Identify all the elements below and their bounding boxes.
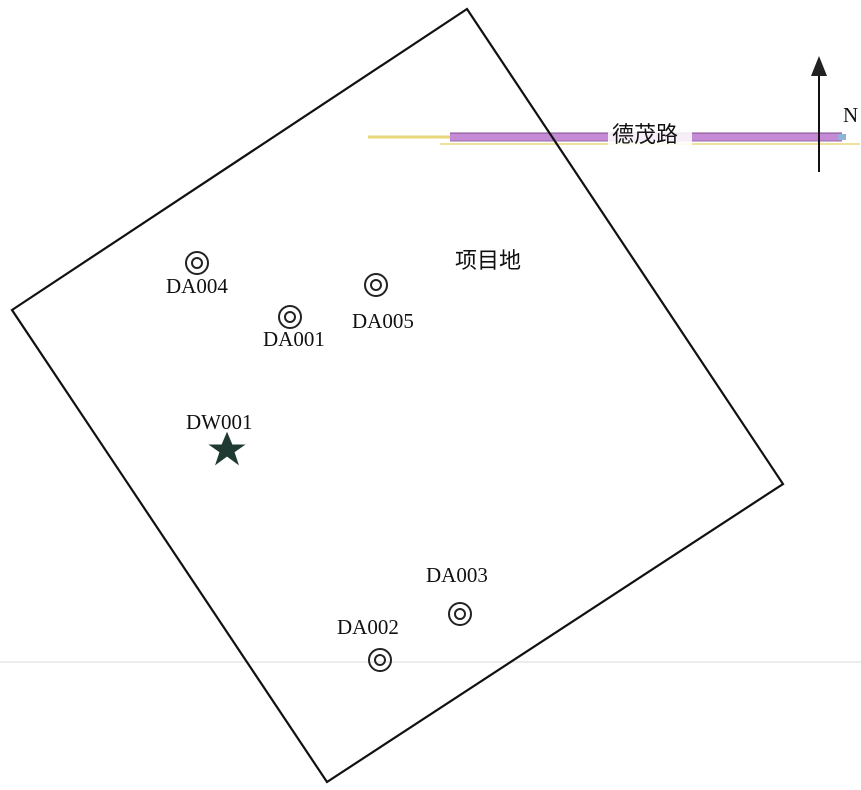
point-label-da005: DA005 xyxy=(352,309,414,333)
site-label: 项目地 xyxy=(455,249,521,274)
sampling-well-icon xyxy=(364,273,388,297)
sampling-well-icon xyxy=(448,602,472,626)
site-boundary xyxy=(10,7,785,784)
road-label: 德茂路 xyxy=(612,123,678,148)
north-label: N xyxy=(843,103,858,127)
point-label-dw001: DW001 xyxy=(186,410,253,434)
point-label-da003: DA003 xyxy=(426,563,488,587)
road-label-bg xyxy=(608,119,692,149)
sampling-well-icon xyxy=(185,251,209,275)
point-label-da001: DA001 xyxy=(263,327,325,351)
north-arrow-icon xyxy=(811,56,827,172)
star-icon xyxy=(208,431,246,466)
point-label-da004: DA004 xyxy=(166,274,228,298)
sampling-well-icon xyxy=(278,305,302,329)
sampling-well-icon xyxy=(368,648,392,672)
point-label-da002: DA002 xyxy=(337,615,399,639)
